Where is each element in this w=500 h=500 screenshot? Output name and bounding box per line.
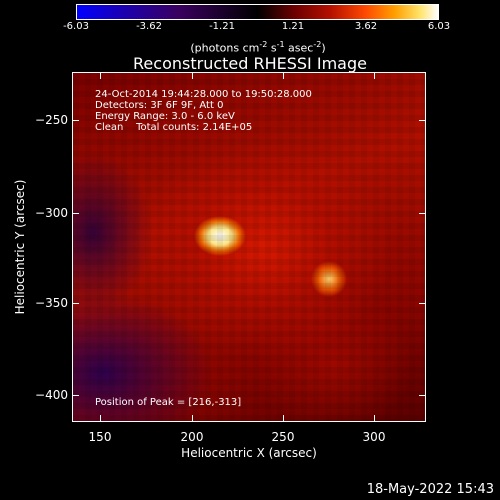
colorbar-tick: 3.62 — [354, 21, 378, 32]
colorbar-tick: 6.03 — [427, 21, 451, 32]
x-tick-mark — [374, 72, 375, 79]
y-tick-mark — [72, 120, 79, 121]
y-tick-label: −400 — [35, 388, 68, 402]
x-tick-label: 300 — [362, 430, 386, 444]
y-tick-label: −250 — [35, 113, 68, 127]
colorbar-tick: 1.21 — [281, 21, 305, 32]
colorbar-tick: -6.03 — [63, 21, 89, 32]
x-tick-label: 200 — [180, 430, 204, 444]
y-axis-label: Heliocentric Y (arcsec) — [13, 179, 27, 315]
units-text: asec — [284, 41, 314, 55]
x-tick-label: 150 — [88, 430, 112, 444]
units-exponent: -1 — [276, 40, 285, 49]
peak-position: Position of Peak = [216,-313] — [95, 397, 242, 408]
y-tick-mark — [419, 303, 426, 304]
colorbar-tick: -1.21 — [209, 21, 235, 32]
x-tick-mark — [100, 72, 101, 79]
y-tick-mark — [72, 213, 79, 214]
x-tick-mark — [283, 72, 284, 79]
colorbar-units: (photons cm-2 s-1 asec-2) — [190, 40, 325, 55]
y-tick-mark — [72, 395, 79, 396]
x-tick-mark — [283, 415, 284, 422]
x-tick-mark — [374, 415, 375, 422]
x-tick-mark — [100, 415, 101, 422]
info-energy-range: Energy Range: 3.0 - 6.0 keV — [95, 111, 235, 122]
x-tick-label: 250 — [271, 430, 295, 444]
x-axis-label: Heliocentric X (arcsec) — [181, 446, 317, 460]
y-tick-mark — [419, 395, 426, 396]
plot-title: Reconstructed RHESSI Image — [133, 54, 367, 73]
plot-timestamp: 18-May-2022 15:43 — [366, 482, 494, 497]
units-text: ) — [321, 41, 326, 55]
y-tick-mark — [72, 303, 79, 304]
y-tick-label: −350 — [35, 296, 68, 310]
info-time-range: 24-Oct-2014 19:44:28.000 to 19:50:28.000 — [95, 89, 312, 100]
units-exponent: -2 — [313, 40, 322, 49]
colorbar — [76, 4, 439, 20]
units-text: s — [267, 41, 277, 55]
x-tick-mark — [192, 415, 193, 422]
units-exponent: -2 — [259, 40, 268, 49]
units-text: (photons cm — [190, 41, 260, 55]
x-tick-mark — [192, 72, 193, 79]
y-tick-label: −300 — [35, 206, 68, 220]
colorbar-tick: -3.62 — [136, 21, 162, 32]
info-detectors: Detectors: 3F 6F 9F, Att 0 — [95, 100, 224, 111]
y-tick-mark — [419, 120, 426, 121]
info-clean-counts: Clean Total counts: 2.14E+05 — [95, 122, 253, 133]
y-tick-mark — [419, 213, 426, 214]
rhessi-image: 24-Oct-2014 19:44:28.000 to 19:50:28.000… — [72, 72, 426, 422]
